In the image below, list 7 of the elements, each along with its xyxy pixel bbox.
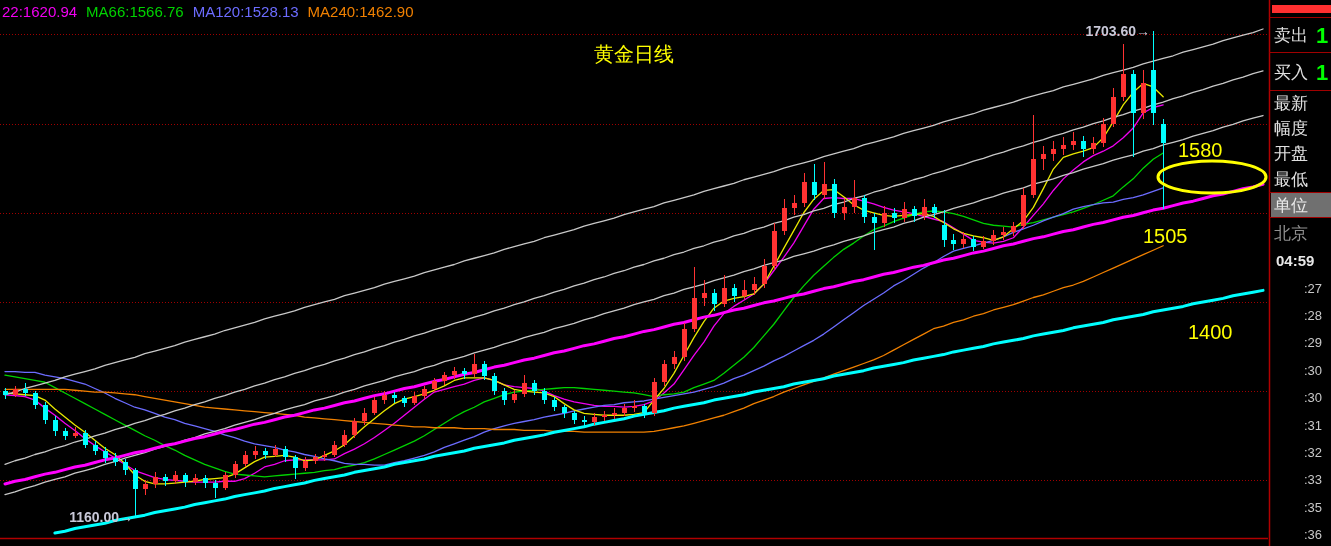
annotation: 1505 — [1143, 225, 1188, 247]
annotation: 1580 — [1178, 139, 1223, 161]
legend: 22:1620.94 MA66:1566.76 MA120:1528.13 MA240:1462.90 — [2, 3, 414, 20]
annotation: 1160.00→ — [69, 509, 133, 525]
title: 黄金日线 — [594, 43, 674, 65]
annotation: 1400 — [1188, 321, 1233, 343]
annotation: 1703.60→ — [1085, 23, 1150, 39]
